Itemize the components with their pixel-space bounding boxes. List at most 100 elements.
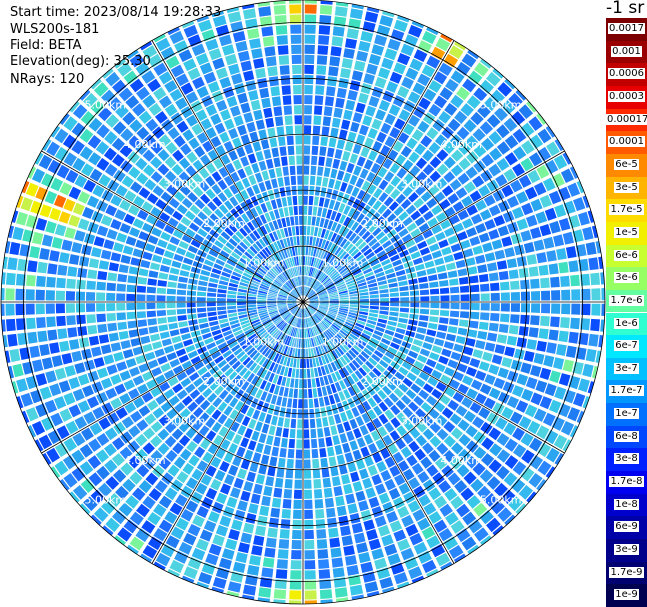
- ray-gate-cell: [536, 113, 547, 125]
- ray-gate-cell: [410, 344, 421, 353]
- ray-gate-cell: [536, 164, 550, 179]
- ray-gate-cell: [468, 275, 479, 284]
- ray-gate-cell: [141, 70, 156, 84]
- ray-gate-cell: [331, 323, 340, 331]
- ray-gate-cell: [367, 282, 378, 288]
- ray-gate-cell: [490, 89, 505, 104]
- ray-gate-cell: [360, 561, 374, 573]
- ray-gate-cell: [296, 287, 301, 296]
- ray-gate-cell: [380, 302, 390, 306]
- ray-gate-cell: [289, 236, 294, 247]
- ray-gate-cell: [397, 581, 410, 589]
- ray-gate-cell: [143, 457, 157, 470]
- ray-gate-cell: [228, 529, 240, 541]
- ray-gate-cell: [279, 290, 288, 296]
- ray-gate-cell: [362, 477, 373, 489]
- ray-gate-cell: [323, 106, 333, 117]
- ray-gate-cell: [90, 514, 102, 526]
- ray-gate-cell: [329, 326, 337, 335]
- ray-gate-cell: [252, 364, 261, 374]
- ray-gate-cell: [408, 114, 421, 127]
- ray-gate-cell: [226, 7, 240, 14]
- ray-gate-cell: [223, 417, 234, 429]
- ray-gate-cell: [349, 80, 361, 91]
- ray-gate-cell: [396, 180, 408, 192]
- ray-gate-cell: [158, 95, 172, 109]
- ray-gate-cell: [268, 76, 279, 87]
- ray-gate-cell: [247, 290, 257, 295]
- ray-gate-cell: [135, 239, 146, 250]
- ray-gate-cell: [525, 377, 538, 390]
- ray-gate-cell: [412, 257, 423, 265]
- ray-gate-cell: [147, 78, 161, 92]
- ray-gate-cell: [360, 446, 370, 458]
- ray-gate-cell: [293, 85, 302, 95]
- ray-gate-cell: [520, 362, 532, 374]
- ray-gate-cell: [249, 131, 259, 143]
- ray-gate-cell: [1, 272, 6, 285]
- ray-gate-cell: [209, 213, 220, 223]
- ray-gate-cell: [172, 442, 184, 455]
- ray-gate-cell: [453, 222, 464, 233]
- ray-gate-cell: [258, 160, 267, 171]
- ray-gate-cell: [280, 345, 286, 355]
- ray-gate-cell: [211, 329, 222, 336]
- ray-gate-cell: [292, 289, 299, 297]
- ray-gate-cell: [218, 166, 229, 178]
- ray-gate-cell: [297, 419, 303, 429]
- ray-gate-cell: [171, 260, 182, 269]
- ray-gate-cell: [107, 272, 118, 282]
- ray-gate-cell: [311, 448, 319, 459]
- ray-gate-cell: [323, 426, 331, 437]
- ray-gate-cell: [378, 524, 391, 537]
- ray-gate-cell: [267, 303, 277, 306]
- ray-gate-cell: [190, 356, 201, 365]
- ray-gate-cell: [567, 182, 581, 197]
- ray-gate-cell: [333, 486, 343, 497]
- ray-gate-cell: [535, 211, 548, 224]
- ray-gate-cell: [510, 359, 522, 371]
- ray-gate-cell: [307, 338, 310, 348]
- ray-gate-cell: [187, 523, 201, 537]
- ray-gate-cell: [255, 205, 263, 215]
- ray-gate-cell: [150, 450, 163, 463]
- ray-gate-cell: [423, 502, 437, 516]
- ray-gate-cell: [234, 192, 244, 204]
- ray-gate-cell: [200, 118, 212, 130]
- ray-gate-cell: [296, 236, 300, 246]
- ray-gate-cell: [218, 557, 232, 570]
- ray-gate-cell: [285, 125, 294, 135]
- ray-gate-cell: [293, 489, 302, 499]
- ray-gate-cell: [601, 303, 605, 316]
- ray-gate-cell: [486, 114, 501, 128]
- ray-gate-cell: [409, 532, 423, 546]
- ray-gate-cell: [530, 291, 541, 301]
- ray-gate-cell: [356, 278, 366, 284]
- ray-gate-cell: [514, 348, 525, 360]
- ray-gate-cell: [189, 222, 200, 232]
- ray-gate-cell: [214, 385, 224, 396]
- ray-gate-cell: [283, 366, 289, 377]
- ray-gate-cell: [510, 314, 520, 324]
- ray-gate-cell: [386, 213, 397, 223]
- ray-gate-cell: [280, 334, 286, 343]
- ray-gate-cell: [54, 224, 67, 237]
- ray-gate-cell: [514, 244, 525, 256]
- ray-gate-cell: [349, 440, 359, 451]
- ray-gate-cell: [247, 299, 257, 302]
- ray-gate-cell: [501, 489, 516, 504]
- ray-gate-cell: [87, 325, 98, 335]
- ray-gate-cell: [199, 529, 213, 542]
- ray-gate-cell: [226, 337, 236, 345]
- ray-gate-cell: [279, 308, 288, 314]
- ray-gate-cell: [242, 272, 252, 279]
- ray-gate-cell: [351, 266, 360, 274]
- ray-gate-cell: [263, 486, 273, 497]
- ray-gate-cell: [434, 134, 448, 147]
- ray-gate-cell: [309, 317, 315, 326]
- ray-gate-cell: [496, 433, 510, 447]
- ray-gate-cell: [527, 420, 541, 435]
- ray-gate-cell: [72, 104, 88, 119]
- ray-gate-cell: [291, 550, 302, 560]
- ray-gate-cell: [389, 307, 399, 312]
